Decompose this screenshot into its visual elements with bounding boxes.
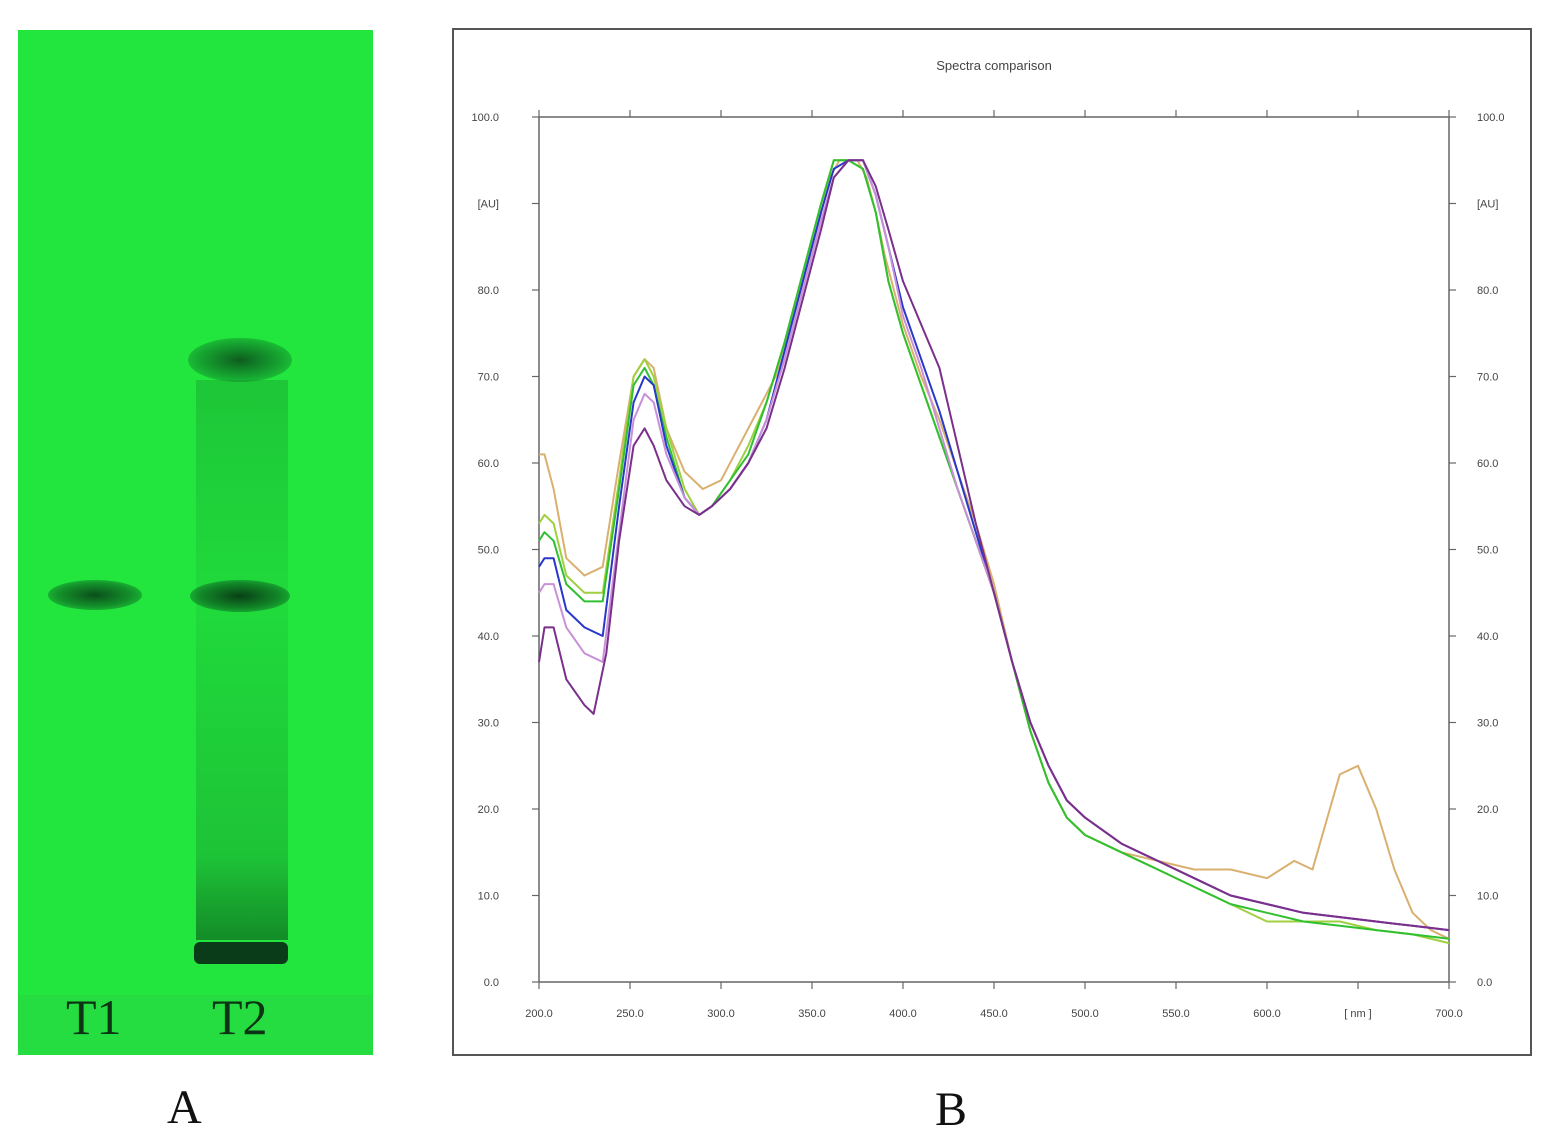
t2-band-top xyxy=(188,338,292,382)
x-tick-label: 350.0 xyxy=(798,1008,826,1020)
t1-band-mid xyxy=(48,580,142,610)
panel-letter-b: B xyxy=(935,1083,968,1136)
x-tick-label: 200.0 xyxy=(525,1008,553,1020)
y-tick-label-left: 30.0 xyxy=(478,718,499,730)
y-tick-label-right: 70.0 xyxy=(1477,372,1498,384)
y-tick-label-left: 60.0 xyxy=(478,458,499,470)
y-tick-label-left: [AU] xyxy=(478,199,499,211)
y-tick-label-left: 10.0 xyxy=(478,891,499,903)
y-tick-label-left: 0.0 xyxy=(484,977,499,989)
spectrum-line-4 xyxy=(538,159,1450,932)
y-tick-label-right: 20.0 xyxy=(1477,804,1498,816)
y-tick-label-right: 40.0 xyxy=(1477,631,1498,643)
y-tick-label-right: 30.0 xyxy=(1477,718,1498,730)
y-tick-label-left: 70.0 xyxy=(478,372,499,384)
y-tick-label-right: 100.0 xyxy=(1477,112,1505,124)
chart-title: Spectra comparison xyxy=(936,58,1052,73)
y-tick-label-right: 10.0 xyxy=(1477,891,1498,903)
x-tick-label: 300.0 xyxy=(707,1008,735,1020)
y-tick-label-left: 40.0 xyxy=(478,631,499,643)
x-tick-label: 550.0 xyxy=(1162,1008,1190,1020)
lane-label-t2: T2 xyxy=(212,989,268,1045)
spectrum-line-5 xyxy=(538,159,1450,932)
spectrum-line-6 xyxy=(538,159,1450,932)
lane-label-t1: T1 xyxy=(66,989,122,1045)
x-tick-label: 400.0 xyxy=(889,1008,917,1020)
spectra-chart: Spectra comparison 0.0 0.0 10.0 10.0 20.0 20.0… xyxy=(471,58,1505,1020)
y-tick-label-right: 80.0 xyxy=(1477,285,1498,297)
x-tick-label: [ nm ] xyxy=(1344,1008,1372,1020)
x-tick-label: 700.0 xyxy=(1435,1008,1463,1020)
plot-frame xyxy=(538,116,1450,983)
y-tick-label-right: 60.0 xyxy=(1477,458,1498,470)
spectrum-line-1 xyxy=(539,159,1450,940)
tlc-plate: T1 T2 xyxy=(18,30,373,1055)
t2-band-mid xyxy=(190,580,290,612)
y-tick-label-left: 80.0 xyxy=(478,285,499,297)
x-tick-label: 600.0 xyxy=(1253,1008,1281,1020)
t2-band-origin xyxy=(194,942,288,964)
y-tick-label-right: 0.0 xyxy=(1477,977,1492,989)
y-tick-label-left: 100.0 xyxy=(471,112,499,124)
spectra-chart-panel: Spectra comparison 0.0 0.0 10.0 10.0 20.0 20.0… xyxy=(452,28,1532,1056)
t2-smear xyxy=(196,380,288,940)
x-tick-label: 250.0 xyxy=(616,1008,644,1020)
spectrum-line-3 xyxy=(538,159,1450,940)
y-tick-label-left: 20.0 xyxy=(478,804,499,816)
panel-letter-a: A xyxy=(167,1081,202,1134)
y-tick-label-right: 50.0 xyxy=(1477,545,1498,557)
y-tick-label-left: 50.0 xyxy=(478,545,499,557)
y-tick-label-right: [AU] xyxy=(1477,199,1498,211)
spectrum-line-2 xyxy=(538,159,1450,945)
x-tick-label: 500.0 xyxy=(1071,1008,1099,1020)
plate-bottom-strip xyxy=(18,995,373,1055)
x-tick-label: 450.0 xyxy=(980,1008,1008,1020)
